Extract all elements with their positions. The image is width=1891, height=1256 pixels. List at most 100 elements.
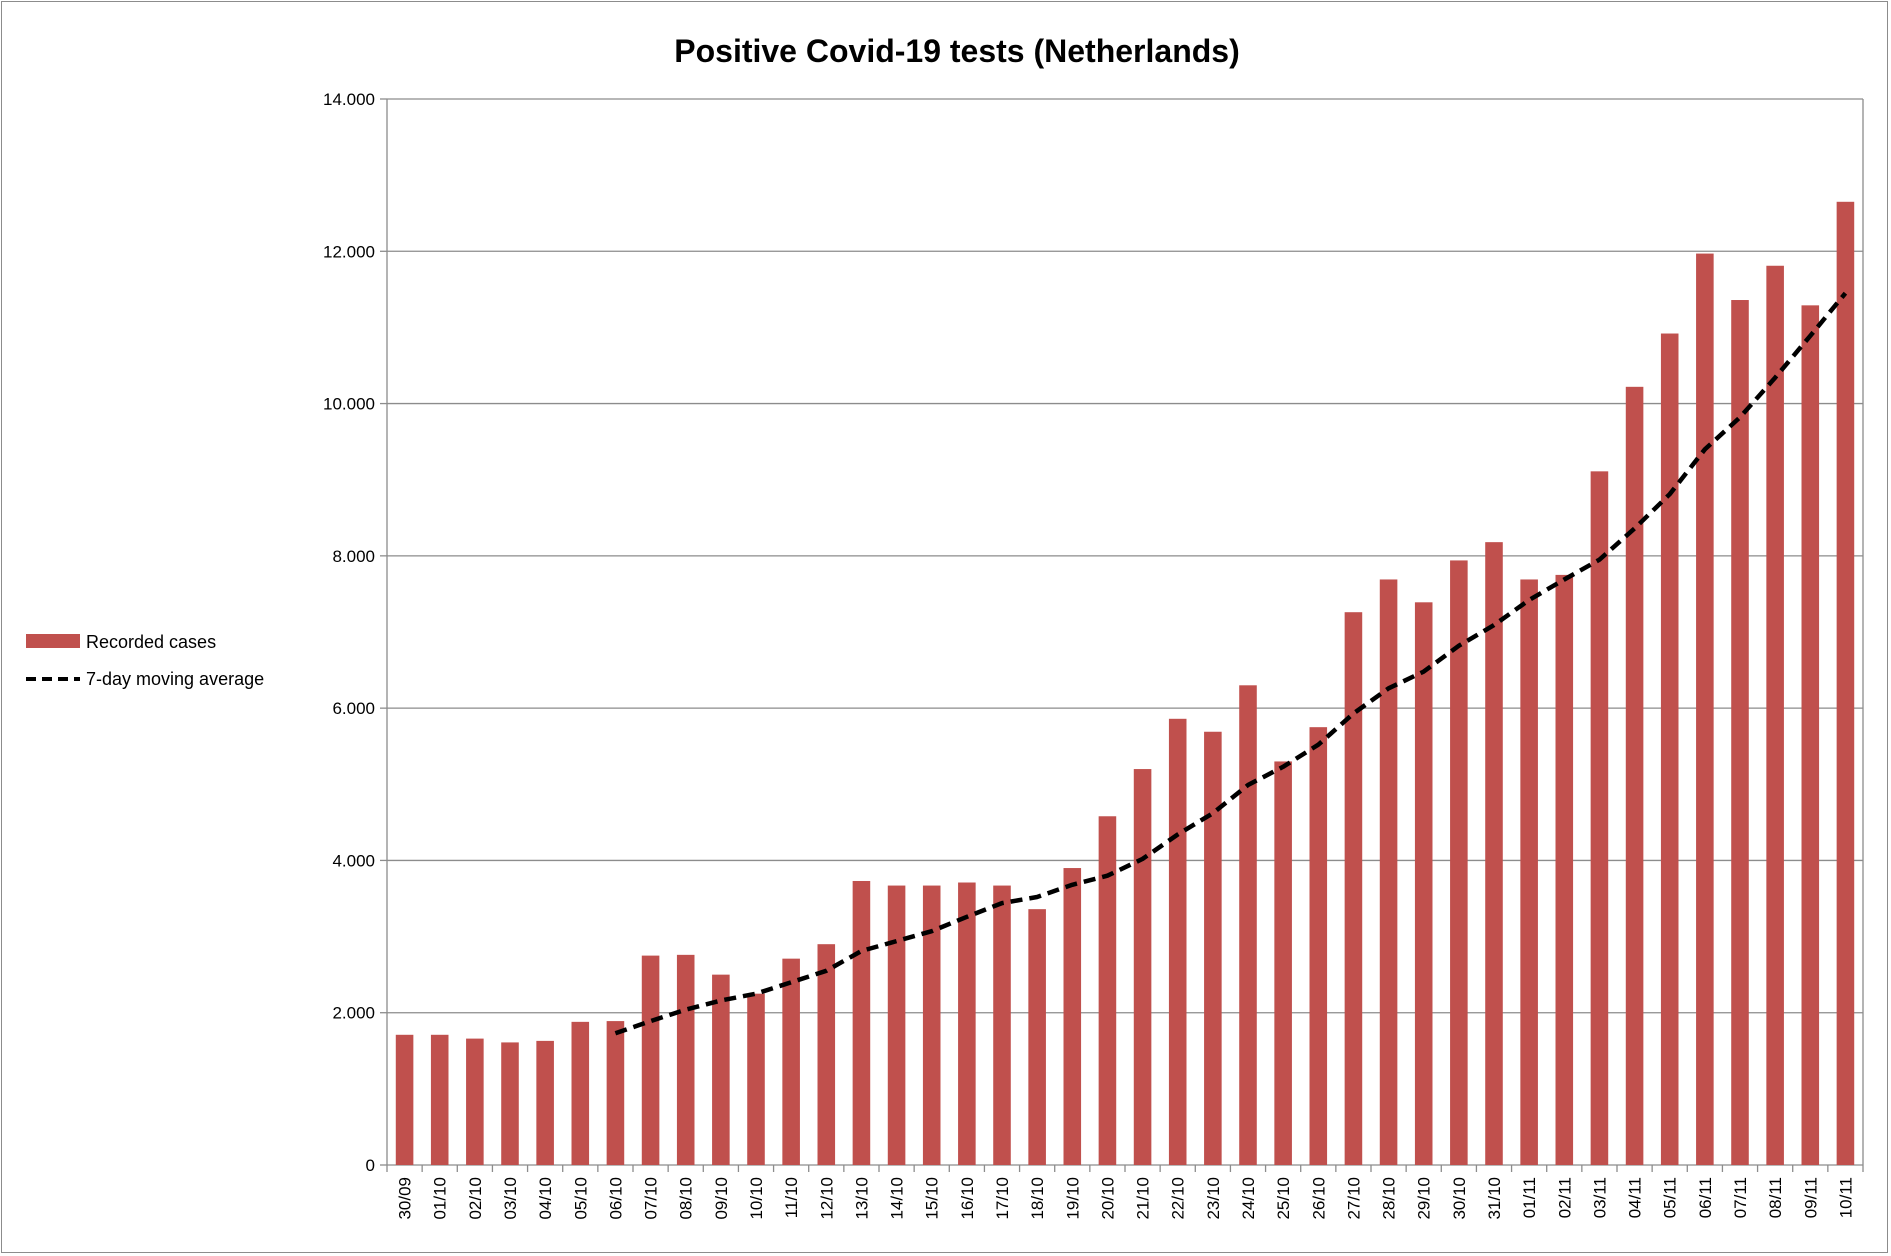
bar-24-10 xyxy=(1239,685,1257,1165)
x-tick-label: 02/11 xyxy=(1555,1177,1574,1218)
bar-01-11 xyxy=(1520,579,1538,1165)
x-tick-label: 25/10 xyxy=(1274,1177,1293,1220)
x-tick-label: 15/10 xyxy=(923,1177,942,1220)
x-tick-label: 03/11 xyxy=(1590,1177,1609,1218)
bar-series xyxy=(395,201,1855,1166)
bar-25-10 xyxy=(1274,761,1292,1165)
x-tick-label: 16/10 xyxy=(958,1177,977,1220)
bar-13-10 xyxy=(852,880,871,1165)
bar-21-10 xyxy=(1133,769,1152,1165)
bar-18-10 xyxy=(1028,909,1046,1165)
x-tick-label: 23/10 xyxy=(1204,1177,1223,1220)
x-tick-label: 12/10 xyxy=(817,1177,836,1220)
bar-29-10 xyxy=(1414,602,1433,1165)
x-tick-label: 17/10 xyxy=(993,1177,1012,1220)
bar-22-10 xyxy=(1168,718,1187,1165)
x-tick-label: 08/11 xyxy=(1766,1177,1785,1218)
x-tick-label: 01/10 xyxy=(431,1177,450,1220)
x-tick-label: 11/10 xyxy=(782,1177,801,1218)
x-tick-label: 14/10 xyxy=(888,1177,907,1220)
x-tick-label: 27/10 xyxy=(1344,1177,1363,1220)
x-tick-label: 02/10 xyxy=(466,1177,485,1220)
bar-31-10 xyxy=(1485,542,1503,1165)
x-tick-label: 09/10 xyxy=(712,1177,731,1220)
y-tick-label: 8.000 xyxy=(332,547,375,566)
bar-02-11 xyxy=(1555,574,1574,1165)
bar-03-11 xyxy=(1590,471,1609,1165)
x-tick-label: 08/10 xyxy=(677,1177,696,1220)
bar-06-10 xyxy=(606,1021,625,1165)
bar-19-10 xyxy=(1063,868,1082,1165)
x-tick-labels: 30/09 01/10 02/10 03/10 04/10 05/10 06/10 07/10… xyxy=(396,1177,1856,1220)
y-tick-label: 6.000 xyxy=(332,699,375,718)
x-tick-label: 06/10 xyxy=(606,1177,625,1220)
y-tick-label: 0 xyxy=(366,1156,375,1175)
x-tick-label: 20/10 xyxy=(1098,1177,1117,1220)
x-tick-label: 04/10 xyxy=(536,1177,555,1220)
x-tick-label: 30/09 xyxy=(396,1177,415,1220)
y-tick-label: 2.000 xyxy=(332,1004,375,1023)
x-tick-label: 01/11 xyxy=(1520,1177,1539,1218)
x-tick-label: 28/10 xyxy=(1380,1177,1399,1220)
bar-23-10 xyxy=(1204,731,1222,1165)
bar-05-10 xyxy=(571,1021,590,1165)
bar-09-10 xyxy=(712,974,730,1165)
bar-17-10 xyxy=(993,885,1011,1165)
bar-11-10 xyxy=(782,958,800,1165)
y-tick-label: 14.000 xyxy=(323,90,375,109)
chart-title: Positive Covid-19 tests (Netherlands) xyxy=(674,33,1239,69)
x-tick-label: 05/10 xyxy=(571,1177,590,1220)
x-tick-label: 06/11 xyxy=(1696,1177,1715,1218)
bar-10-10 xyxy=(747,993,765,1165)
x-tick-label: 19/10 xyxy=(1063,1177,1082,1220)
x-tick-label: 07/10 xyxy=(642,1177,661,1220)
bar-07-11 xyxy=(1731,300,1749,1165)
x-tick-label: 10/11 xyxy=(1836,1177,1855,1218)
x-tick-label: 18/10 xyxy=(1028,1177,1047,1220)
y-tick-label: 4.000 xyxy=(332,851,375,870)
y-tick-label: 10.000 xyxy=(323,395,375,414)
bar-03-10 xyxy=(501,1042,519,1165)
x-tick-label: 30/10 xyxy=(1450,1177,1469,1220)
gridlines xyxy=(380,98,1863,1166)
bar-16-10 xyxy=(958,882,976,1165)
x-tick-label: 13/10 xyxy=(852,1177,871,1220)
bar-28-10 xyxy=(1379,579,1398,1165)
bar-27-10 xyxy=(1344,612,1363,1165)
moving-average-line xyxy=(614,291,1848,1036)
legend: Recorded cases 7-day moving average xyxy=(26,632,264,689)
bar-01-10 xyxy=(430,1034,449,1165)
x-tick-label: 29/10 xyxy=(1415,1177,1434,1220)
x-tick-label: 21/10 xyxy=(1134,1177,1153,1220)
bar-20-10 xyxy=(1098,816,1117,1165)
bar-26-10 xyxy=(1309,727,1328,1165)
bar-07-10 xyxy=(641,955,660,1165)
axes xyxy=(386,99,1864,1172)
x-tick-label: 10/10 xyxy=(747,1177,766,1220)
bar-04-11 xyxy=(1625,386,1644,1165)
bar-30-09 xyxy=(395,1034,414,1165)
bar-30-10 xyxy=(1450,560,1468,1165)
bar-09-11 xyxy=(1801,305,1820,1165)
y-tick-label: 12.000 xyxy=(323,242,375,261)
x-tick-label: 07/11 xyxy=(1731,1177,1750,1218)
x-tick-label: 24/10 xyxy=(1239,1177,1258,1220)
x-tick-label: 03/10 xyxy=(501,1177,520,1220)
legend-label-moving-average: 7-day moving average xyxy=(86,669,264,689)
x-tick-label: 26/10 xyxy=(1309,1177,1328,1220)
bar-05-11 xyxy=(1660,333,1679,1165)
x-tick-label: 04/11 xyxy=(1626,1177,1645,1218)
bar-08-11 xyxy=(1766,265,1784,1165)
bar-04-10 xyxy=(536,1040,554,1165)
bar-08-10 xyxy=(676,954,695,1165)
x-tick-label: 31/10 xyxy=(1485,1177,1504,1220)
legend-label-recorded-cases: Recorded cases xyxy=(86,632,216,652)
bar-02-10 xyxy=(466,1038,484,1165)
bar-15-10 xyxy=(922,885,941,1165)
x-tick-label: 09/11 xyxy=(1801,1177,1820,1218)
bar-12-10 xyxy=(817,944,836,1165)
line-series xyxy=(614,291,1848,1036)
x-tick-label: 05/11 xyxy=(1661,1177,1680,1218)
bar-14-10 xyxy=(887,885,906,1165)
